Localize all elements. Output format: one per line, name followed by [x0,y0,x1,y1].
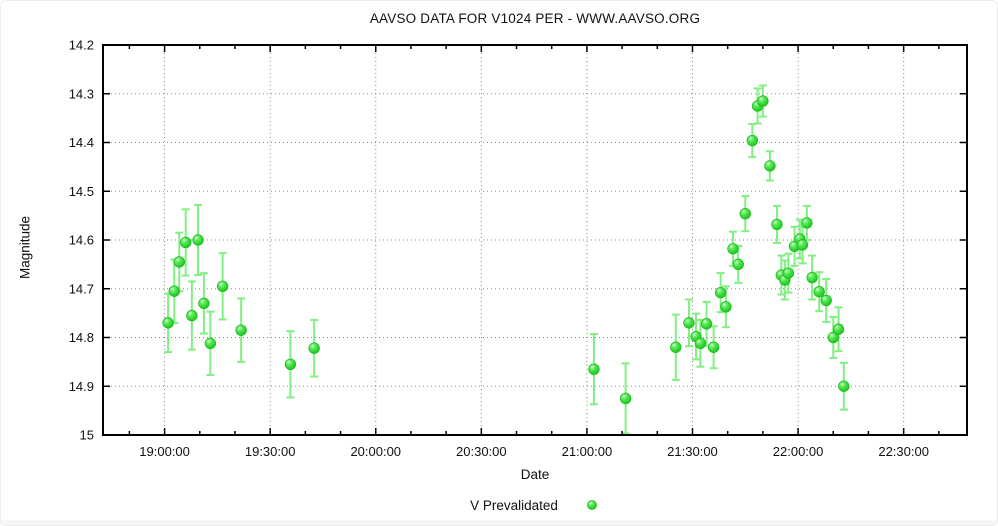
data-point [838,380,850,392]
y-tick-label: 14.3 [69,86,94,101]
data-point [216,280,229,293]
data-point [727,243,739,255]
data-point [739,207,751,220]
data-point [694,337,707,350]
y-tick-label: 14.9 [69,379,94,394]
data-point [192,234,204,246]
data-point [746,134,759,147]
data-point [180,236,192,249]
data-point [796,239,809,251]
x-axis-label: Date [520,467,550,482]
data-point [308,342,320,354]
data-point [186,309,198,322]
data-point [813,285,825,298]
data-point [764,160,776,172]
data-point [827,331,839,344]
data-point [806,271,818,284]
data-point [204,337,217,350]
data-point [714,286,727,299]
y-tick-label: 14.4 [69,135,94,150]
data-point [284,358,297,371]
y-tick-label: 14.5 [69,184,94,199]
y-tick-label: 15 [80,428,94,443]
x-tick-label: 20:30:00 [456,444,507,459]
chart-title: AAVSO DATA FOR V1024 PER - WWW.AAVSO.ORG [369,11,701,26]
data-point [198,297,210,310]
data-point [700,318,713,330]
x-tick-label: 19:00:00 [139,444,190,459]
data-point [832,323,845,335]
data-point [801,217,813,229]
y-tick-label: 14.6 [69,233,94,248]
data-point [683,317,695,329]
x-tick-label: 19:30:00 [245,444,296,459]
legend: V Prevalidated [103,495,967,515]
x-tick-label: 22:00:00 [773,444,824,459]
data-point [757,95,769,107]
x-tick-label: 21:30:00 [667,444,718,459]
legend-marker-icon [587,500,597,510]
data-point [732,258,744,271]
x-tick-label: 20:00:00 [350,444,401,459]
data-point [771,218,783,231]
data-point [707,341,720,353]
legend-label: V Prevalidated [470,497,558,513]
data-point [235,324,247,336]
data-point [173,256,185,268]
data-point [168,285,180,297]
data-point [619,392,632,405]
data-point [782,267,795,279]
data-point [820,294,832,307]
data-point [670,341,682,353]
data-point [162,317,174,329]
x-tick-label: 22:30:00 [878,444,929,459]
data-point [720,301,732,313]
y-tick-label: 14.8 [69,330,94,345]
frame-bottom-strip [1,520,997,525]
y-axis-label: Magnitude [17,215,33,280]
data-point [588,363,600,375]
x-tick-label: 21:00:00 [562,444,613,459]
y-tick-label: 14.2 [69,38,94,53]
y-tick-label: 14.7 [69,281,94,296]
